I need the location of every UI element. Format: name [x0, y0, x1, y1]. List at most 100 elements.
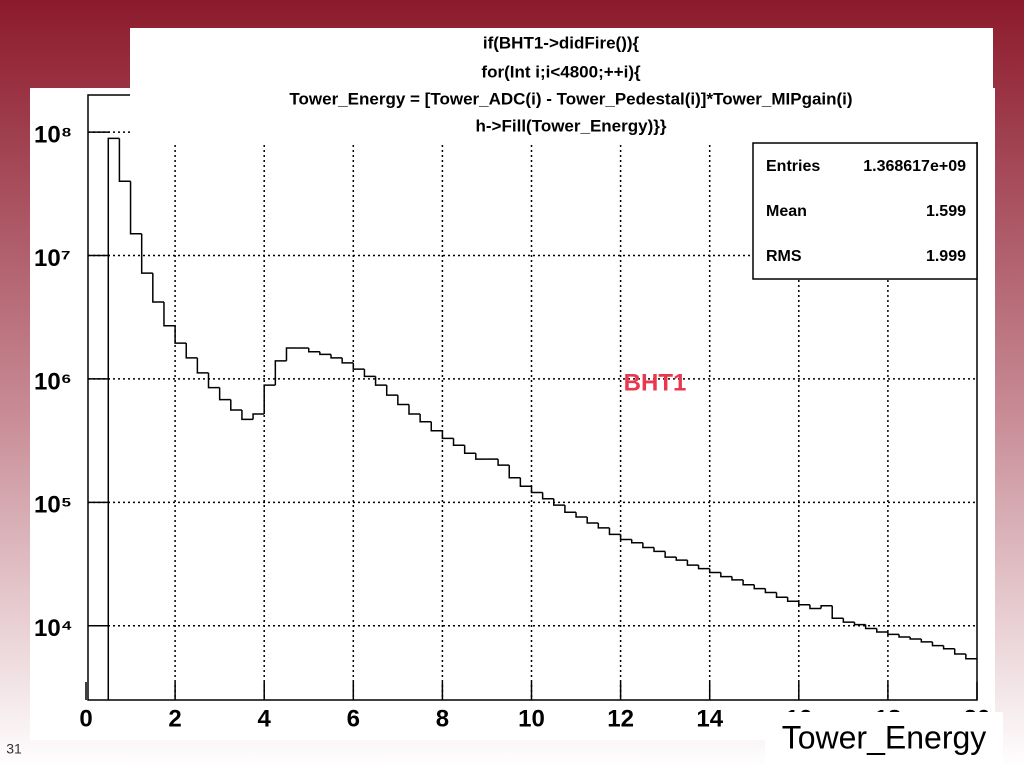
histogram-bin [152, 273, 164, 303]
histogram-bin [352, 362, 365, 370]
code-line: h->Fill(Tower_Energy)}} [476, 116, 667, 135]
histogram-bin [965, 653, 977, 660]
histogram-bin [720, 572, 732, 578]
code-line: for(Int i;i<4800;++i){ [481, 62, 641, 81]
histogram-bin [920, 639, 933, 643]
histogram-bin [853, 622, 866, 626]
histogram-bin [319, 351, 332, 356]
x-tick-label: 0 [79, 705, 92, 732]
histogram-bin [864, 624, 877, 630]
histogram-bin [697, 565, 710, 570]
histogram-bin [530, 486, 543, 494]
histogram-bin [207, 372, 220, 389]
histogram-bin [508, 465, 521, 479]
histogram-bin [397, 395, 409, 406]
histogram-bin [519, 477, 532, 487]
histogram-bin [742, 579, 755, 586]
histogram-bin [308, 348, 320, 353]
plot: 10⁴10⁵10⁶10⁷10⁸02468101214161820 [34, 94, 990, 732]
histogram-bin [497, 459, 510, 466]
histogram-bin [118, 138, 131, 182]
histogram-bin [241, 409, 254, 421]
y-tick-label: 10⁸ [34, 121, 72, 148]
histogram-bin [608, 527, 621, 536]
histogram-bin [642, 542, 655, 549]
code-line: Tower_Energy = [Tower_ADC(i) - Tower_Ped… [289, 89, 852, 108]
histogram-bin [185, 343, 198, 359]
histogram-bin [953, 648, 966, 655]
histogram-bin [586, 517, 599, 524]
histogram-bin [931, 641, 944, 647]
y-tick-label: 10⁷ [34, 245, 71, 272]
annotation: BHT1 [624, 369, 687, 396]
histogram-bin [664, 551, 677, 558]
histogram-bin [430, 421, 443, 432]
histogram-bin [463, 445, 476, 454]
x-tick-label: 6 [347, 705, 360, 732]
histogram-bin [419, 413, 432, 423]
stats-label: Entries [766, 158, 820, 175]
y-tick-label: 10⁵ [34, 492, 72, 519]
histogram-bin [764, 588, 777, 594]
histogram-bin [285, 347, 298, 361]
x-tick-label: 2 [168, 705, 181, 732]
page-number: 31 [6, 741, 22, 757]
histogram-bin [363, 369, 376, 378]
histogram-bin [798, 601, 810, 606]
histogram-bin [252, 413, 265, 420]
histogram-bin [809, 604, 822, 610]
histogram-bin [675, 557, 688, 561]
histogram-bin [731, 576, 744, 581]
x-tick-label: 8 [436, 705, 449, 732]
histogram-bin [653, 547, 666, 553]
x-tick-label: 4 [258, 705, 272, 732]
histogram-bin [475, 453, 487, 460]
histogram-bin [887, 631, 900, 636]
x-axis-label: Tower_Energy [782, 719, 987, 755]
histogram-bin [942, 645, 955, 650]
histogram-bin [753, 584, 766, 590]
histogram-bin [553, 498, 565, 506]
code-line: if(BHT1->didFire()){ [483, 33, 640, 52]
histogram-bin [831, 605, 844, 619]
stats: Entries 1.368617e+09 Mean 1.599 RMS 1.999 [766, 158, 966, 265]
stats-label: Mean [766, 203, 807, 220]
histogram-bin [174, 325, 187, 344]
y-tick-label: 10⁶ [34, 368, 72, 395]
histogram-bin [230, 399, 242, 411]
histogram-bin [385, 385, 398, 396]
histogram-bin [441, 430, 454, 440]
histogram-bin [140, 233, 153, 274]
histogram-bin [541, 492, 554, 500]
histogram-bin [107, 137, 120, 700]
histogram-bin [408, 404, 421, 415]
stats-label: RMS [766, 248, 802, 265]
histogram-bin [341, 357, 354, 364]
histogram-bin [374, 376, 387, 386]
histogram-bin [196, 357, 209, 374]
histogram-bin [820, 605, 833, 609]
stats-value: 1.368617e+09 [863, 158, 966, 175]
code-box [130, 28, 993, 142]
histogram-bin [163, 302, 176, 327]
histogram-bin [129, 181, 142, 235]
histogram-bin [452, 438, 465, 447]
histogram-bin [597, 522, 610, 529]
stats-value: 1.999 [926, 248, 966, 265]
x-tick-label: 14 [696, 705, 723, 732]
histogram-bin [842, 618, 855, 623]
histogram-bin [330, 354, 343, 359]
histogram-bin [218, 387, 231, 401]
histogram-bin [564, 505, 577, 514]
histogram-bin [575, 512, 588, 518]
histogram-bin [708, 568, 721, 574]
histogram-bin [898, 634, 911, 638]
histogram-bin [909, 637, 922, 640]
histogram-bin [619, 534, 632, 541]
histogram-bin [274, 360, 287, 386]
stats-box [752, 142, 978, 280]
y-tick-label: 10⁴ [34, 615, 73, 642]
x-tick-label: 12 [607, 705, 634, 732]
histogram-bin [876, 628, 888, 633]
